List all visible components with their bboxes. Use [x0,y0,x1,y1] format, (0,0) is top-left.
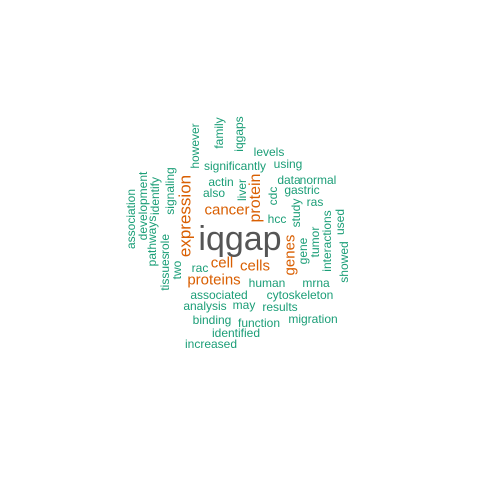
word-used: used [333,208,347,236]
word-human: human [248,276,286,290]
word-associated: associated [190,288,248,302]
word-family: family [212,117,226,149]
word-actin: actin [208,175,234,189]
word-iqgaps: iqgaps [232,116,246,152]
word-cell: cell [210,254,234,272]
word-migration: migration [288,312,338,326]
word-two: two [170,260,184,280]
word-iqgap: iqgap [198,220,282,258]
word-normal: normal [299,173,337,187]
word-gastric: gastric [284,183,320,197]
word-hcc: hcc [267,212,287,226]
word-however: however [188,123,202,169]
word-results: results [262,300,298,314]
word-rac: rac [191,261,209,275]
word-ras: ras [306,195,324,209]
word-binding: binding [192,313,232,327]
word-showed: showed [337,241,351,283]
word-study: study [289,198,303,228]
word-levels: levels [253,145,285,159]
word-increased: increased [184,337,238,351]
word-cytoskeleton: cytoskeleton [266,288,334,302]
word-signaling: signaling [163,167,177,215]
word-cells: cells [239,257,271,275]
word-also: also [202,186,226,200]
word-association: association [124,188,138,250]
word-cdc: cdc [266,186,280,206]
word-mrna: mrna [302,276,330,290]
word-protein: protein [247,173,264,223]
word-cancer: cancer [204,201,250,219]
word-using: using [273,157,303,171]
word-function: function [237,316,281,330]
word-may: may [232,298,256,312]
word-data: data [277,173,301,187]
word-identify: identify [148,176,162,216]
word-liver: liver [235,178,249,202]
word-significantly: significantly [203,159,267,173]
word-analysis: analysis [183,299,227,313]
word-identified: identified [211,326,261,340]
word-proteins: proteins [187,271,241,289]
word-interactions: interactions [320,210,334,272]
word-expression: expression [175,174,195,258]
word-role: role [158,233,172,255]
word-pathways: pathways [145,215,159,267]
